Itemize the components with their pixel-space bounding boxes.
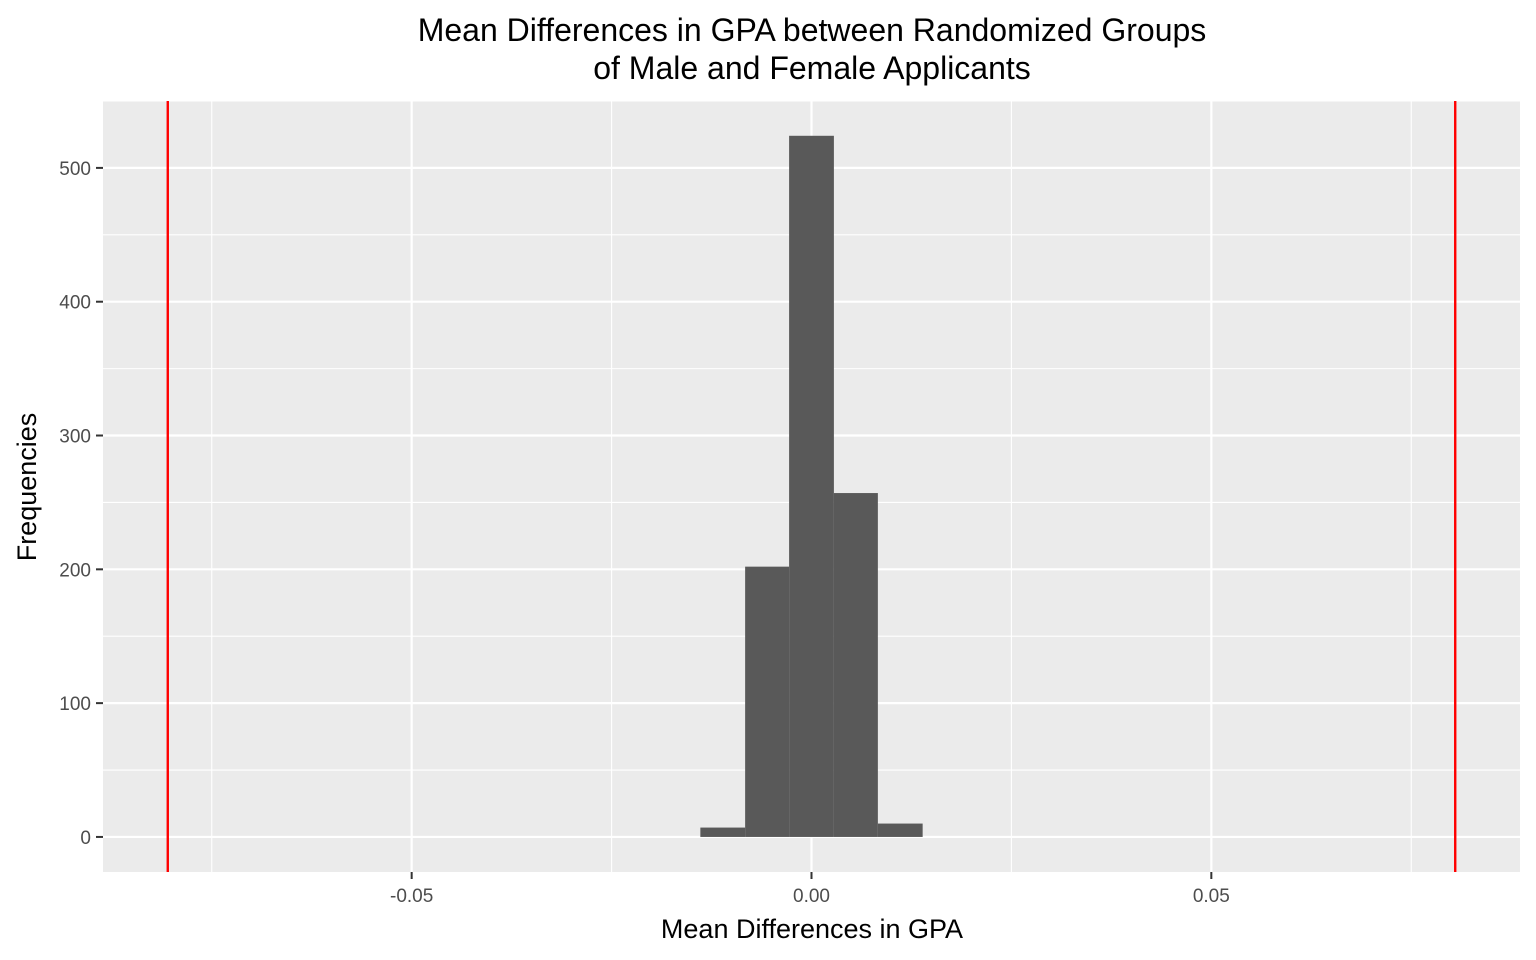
x-tick-label: 0.00 xyxy=(793,886,830,907)
y-tick-label: 100 xyxy=(59,694,91,715)
chart-title-line-1: Mean Differences in GPA between Randomiz… xyxy=(418,12,1207,48)
histogram-bar xyxy=(833,493,878,837)
histogram-bar xyxy=(745,566,790,837)
x-tick-label: -0.05 xyxy=(390,886,433,907)
x-tick-label: 0.05 xyxy=(1193,886,1230,907)
y-tick-label: 200 xyxy=(59,560,91,581)
y-tick-label: 0 xyxy=(80,828,91,849)
x-axis: -0.05 0.00 0.05 xyxy=(390,872,1230,907)
reference-lines xyxy=(166,101,1457,872)
y-tick-label: 400 xyxy=(59,293,91,314)
x-axis-title: Mean Differences in GPA xyxy=(661,914,963,944)
histogram-bars xyxy=(700,135,923,837)
y-axis: 0 100 200 300 400 500 xyxy=(59,159,103,849)
histogram-bar xyxy=(789,135,834,837)
chart-title-line-2: of Male and Female Applicants xyxy=(593,50,1031,86)
y-axis-title: Frequencies xyxy=(12,413,42,562)
histogram-bar xyxy=(877,823,923,837)
y-tick-label: 500 xyxy=(59,159,91,180)
y-tick-label: 300 xyxy=(59,427,91,448)
histogram-bar xyxy=(700,827,746,837)
